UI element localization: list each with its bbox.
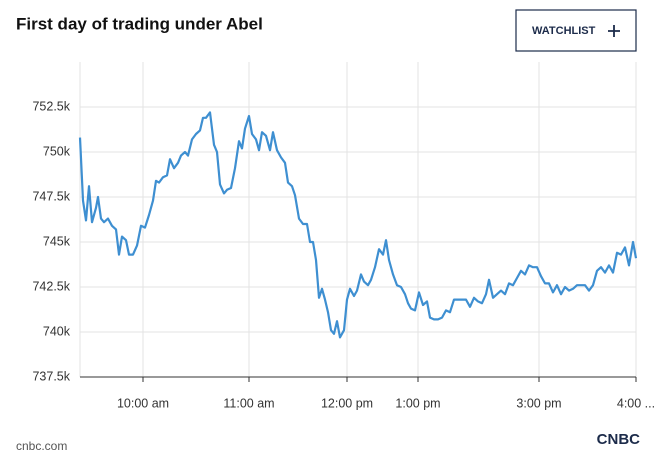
- y-tick-label: 740k: [43, 324, 71, 338]
- chart-title: First day of trading under Abel: [16, 14, 263, 33]
- x-tick-label: 3:00 pm: [516, 396, 561, 410]
- x-tick-label: 1:00 pm: [395, 396, 440, 410]
- y-tick-label: 750k: [43, 144, 71, 158]
- y-tick-label: 745k: [43, 234, 71, 248]
- y-tick-label: 742.5k: [32, 279, 70, 293]
- y-tick-label: 752.5k: [32, 99, 70, 113]
- y-tick-label: 747.5k: [32, 189, 70, 203]
- x-tick-label: 10:00 am: [117, 396, 169, 410]
- x-tick-label: 11:00 am: [223, 396, 274, 410]
- plus-icon[interactable]: [608, 25, 620, 37]
- watchlist-button[interactable]: WATCHLIST: [515, 9, 637, 52]
- button-label[interactable]: WATCHLIST: [532, 25, 596, 37]
- y-tick-label: 737.5k: [32, 369, 70, 383]
- x-tick-label: 12:00 pm: [321, 396, 373, 410]
- logo: CNBC: [597, 431, 640, 448]
- source: cnbc.com: [16, 439, 67, 453]
- price-line: [78, 111, 638, 339]
- x-tick-label: 4:00 ...: [617, 396, 654, 410]
